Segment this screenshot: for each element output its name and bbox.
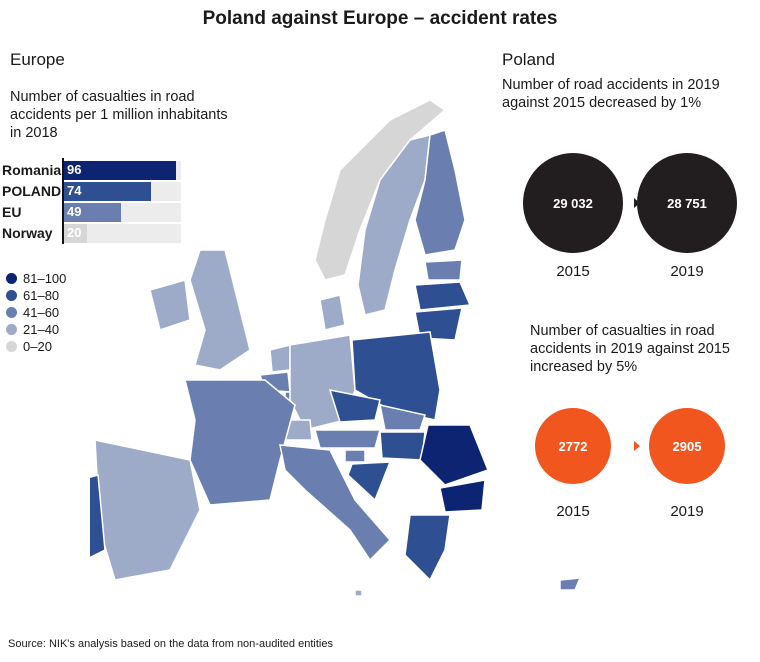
legend-label: 21–40 — [23, 322, 60, 337]
accidents-2019-value: 28 751 — [667, 195, 707, 211]
arrow-icon — [634, 441, 640, 451]
map-country-poland — [351, 331, 441, 421]
legend-item: 61–80 — [6, 288, 59, 303]
legend-dot-icon — [6, 290, 17, 301]
map-country-latvia — [414, 281, 472, 311]
bar-label: Norway — [2, 225, 53, 241]
map-country-sweden — [357, 134, 431, 316]
map-country-hungary — [379, 431, 426, 461]
accidents-2015-circle: 29 032 — [523, 153, 623, 253]
accidents-text: Number of road accidents in 2019 against… — [502, 77, 720, 111]
casualties-2015-year: 2015 — [556, 503, 590, 520]
legend-label: 41–60 — [23, 305, 60, 320]
map-country-slovakia — [379, 404, 426, 431]
bar-track: 20 — [64, 224, 181, 243]
casualties-2019-year: 2019 — [670, 503, 704, 520]
accidents-2019-year: 2019 — [670, 263, 704, 280]
map-country-czechia — [328, 389, 381, 423]
accidents-2019-circle: 28 751 — [637, 153, 737, 253]
legend-label: 61–80 — [23, 288, 60, 303]
legend-dot-icon — [6, 341, 17, 352]
bar-track: 96 — [64, 161, 181, 180]
map-country-united-kingdom — [189, 249, 251, 371]
europe-map — [90, 100, 582, 597]
map-country-bulgaria — [439, 479, 486, 513]
bar-norway: 20 — [64, 224, 88, 243]
map-country-france — [184, 379, 296, 506]
map-country-greece — [404, 514, 451, 582]
europe-heading: Europe — [10, 50, 65, 69]
page-title: Poland against Europe – accident rates — [202, 8, 558, 29]
bar-value: 49 — [67, 204, 82, 219]
bar-track: 49 — [64, 203, 181, 222]
map-country-portugal — [90, 474, 106, 559]
map-country-denmark — [319, 294, 346, 331]
legend-item: 0–20 — [6, 339, 52, 354]
legend-item: 41–60 — [6, 305, 59, 320]
bar-value: 96 — [67, 162, 82, 177]
bar-romania: 96 — [64, 161, 177, 180]
casualties-2019-value: 2905 — [672, 438, 702, 454]
map-country-estonia — [424, 259, 463, 281]
europe-subtitle: Number of casualties in road accidents p… — [10, 89, 228, 141]
bar-label: Romania — [2, 162, 62, 178]
bar-eu: 49 — [64, 203, 122, 222]
legend-dot-icon — [6, 324, 17, 335]
legend-label: 0–20 — [23, 339, 52, 354]
accidents-2015-value: 29 032 — [553, 195, 593, 211]
bar-poland: 74 — [64, 182, 151, 201]
legend-dot-icon — [6, 273, 17, 284]
source-note: Source: NIK's analysis based on the data… — [8, 638, 333, 650]
map-country-italy — [279, 444, 392, 562]
map-country-ireland — [149, 279, 191, 331]
bar-label: EU — [2, 204, 22, 220]
poland-heading: Poland — [502, 50, 555, 69]
arrow-icon — [634, 198, 640, 208]
bar-value: 74 — [67, 183, 82, 198]
map-country-netherlands — [269, 344, 291, 373]
map-country-slovenia — [344, 449, 366, 463]
map-country-romania — [419, 424, 489, 486]
bar-value: 20 — [67, 225, 82, 240]
map-country-croatia — [347, 461, 392, 502]
casualties-2019-circle: 2905 — [649, 408, 725, 484]
legend-label: 81–100 — [23, 271, 67, 286]
map-country-cyprus — [559, 577, 582, 591]
map-country-austria — [314, 429, 381, 449]
accidents-2015-year: 2015 — [556, 263, 590, 280]
legend-item: 21–40 — [6, 322, 59, 337]
legend-item: 81–100 — [6, 271, 66, 286]
map-country-norway — [314, 100, 447, 281]
bar-axis — [62, 158, 64, 244]
bar-label: POLAND — [2, 183, 62, 199]
map-country-spain — [94, 439, 201, 581]
casualties-text: Number of casualties in road accidents i… — [530, 323, 730, 375]
bar-track: 74 — [64, 182, 181, 201]
legend-dot-icon — [6, 307, 17, 318]
casualties-2015-value: 2772 — [558, 438, 588, 454]
map-country-finland — [414, 129, 466, 256]
map-country-malta — [354, 589, 363, 597]
casualties-2015-circle: 2772 — [535, 408, 611, 484]
